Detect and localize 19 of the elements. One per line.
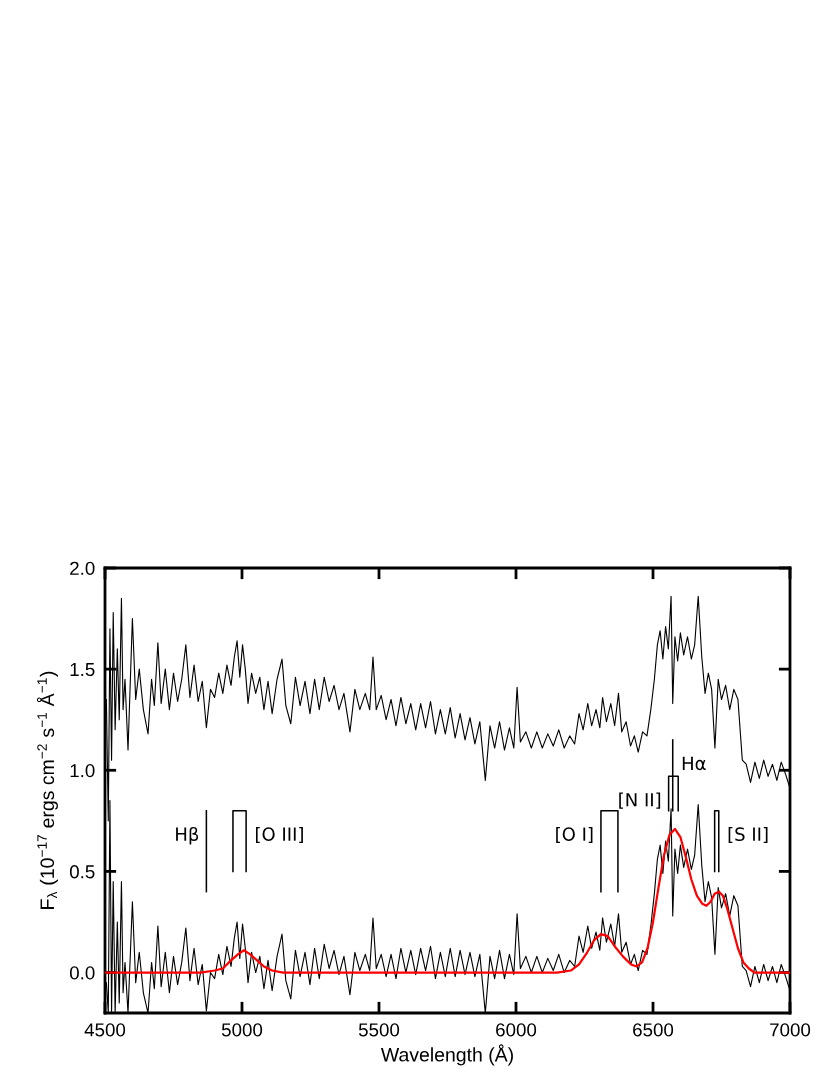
- series-label: [O III]: [256, 826, 303, 844]
- series-label: [O I]: [556, 826, 593, 844]
- y-tick-label: 1.0: [70, 763, 95, 778]
- x-tick-label: 6000: [496, 1023, 537, 1037]
- x-tick-label: 6500: [633, 1023, 674, 1037]
- y-tick-label: 0.5: [69, 865, 95, 879]
- x-tick-label: 5500: [358, 1023, 400, 1037]
- y-tick-label: 1.5: [70, 663, 95, 677]
- x-axis-title: Wavelength (Å): [380, 1044, 513, 1066]
- series-label: Hβ: [176, 826, 199, 845]
- text: F$_{λ}$ (10$^{−17}$ ergs cm$^{−2}$ s$^{−1}$ Å$^{−1}$): [36, 671, 58, 909]
- series-label: [S II]: [728, 826, 768, 844]
- x-tick-label: 4500: [84, 1023, 126, 1037]
- y-tick-label: 0.0: [69, 966, 95, 980]
- x-tick-label: 5000: [221, 1023, 263, 1037]
- series-label: [N II]: [619, 792, 661, 809]
- series-label: Hα: [682, 756, 706, 771]
- y-tick-label: 2.0: [70, 561, 95, 575]
- x-tick-label: 7000: [770, 1023, 811, 1037]
